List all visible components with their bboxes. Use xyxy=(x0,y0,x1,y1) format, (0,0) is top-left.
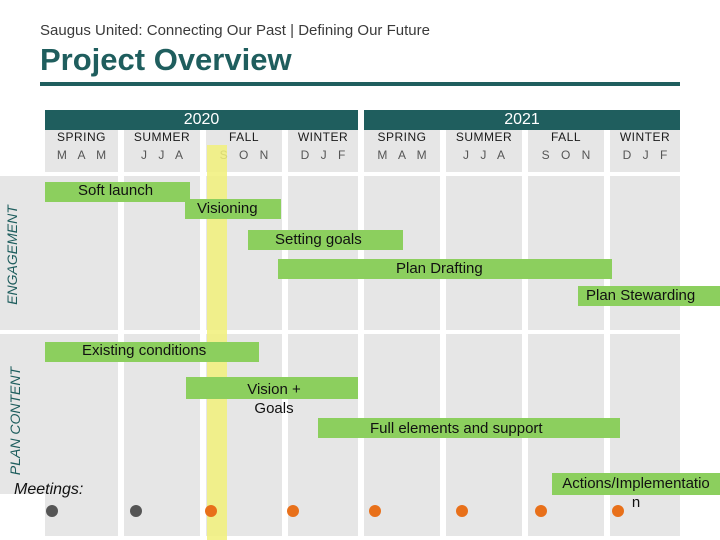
meeting-dot-upcoming xyxy=(612,505,624,517)
engagement-row-band xyxy=(0,176,45,330)
column-band xyxy=(610,112,680,536)
task-bar-plan-stewarding xyxy=(578,286,720,306)
row-divider xyxy=(0,172,720,176)
column-band xyxy=(288,112,358,536)
meetings-label: Meetings: xyxy=(14,481,84,498)
task-label-actions: Actions/Implementation xyxy=(562,475,710,511)
task-bar-existing-conditions xyxy=(45,342,259,362)
page-title: Project Overview xyxy=(40,42,292,77)
month-labels: S O N xyxy=(219,148,269,162)
season-label: SUMMER xyxy=(133,130,191,144)
month-labels: J J A xyxy=(140,148,183,162)
meeting-dot-upcoming xyxy=(535,505,547,517)
task-bar-setting-goals xyxy=(248,230,403,250)
task-bar-soft-launch xyxy=(45,182,190,202)
month-labels: D J F xyxy=(300,148,346,162)
month-labels: J J A xyxy=(462,148,505,162)
task-label-existing-conditions: Existing conditions xyxy=(82,342,207,359)
season-label: SPRING xyxy=(377,130,427,144)
task-label-plan-drafting: Plan Drafting xyxy=(396,260,483,277)
task-bar-visioning xyxy=(185,199,281,219)
row-label-engagement: ENGAGEMENT xyxy=(4,205,20,305)
meeting-dot-upcoming xyxy=(456,505,468,517)
task-bar-actions xyxy=(552,473,720,495)
row-label-plan-content: PLAN CONTENT xyxy=(7,366,23,476)
task-bar-vision-goals xyxy=(186,377,358,399)
task-label-vision-goals: Vision + Goals xyxy=(247,381,301,417)
subtitle: Saugus United: Connecting Our Past | Def… xyxy=(40,22,430,39)
task-label-plan-stewarding: Plan Stewarding xyxy=(586,287,696,304)
month-labels: S O N xyxy=(541,148,591,162)
month-labels: D J F xyxy=(622,148,668,162)
column-band xyxy=(446,112,522,536)
season-label: SPRING xyxy=(56,130,106,144)
task-label-setting-goals: Setting goals xyxy=(275,231,362,248)
season-label: SUMMER xyxy=(455,130,513,144)
task-bar-plan-drafting xyxy=(278,259,612,279)
meeting-dot-upcoming xyxy=(369,505,381,517)
meeting-dot-upcoming xyxy=(287,505,299,517)
task-bar-full-elements xyxy=(318,418,620,438)
column-band xyxy=(364,112,440,536)
season-label: FALL xyxy=(228,130,260,144)
task-label-soft-launch: Soft launch xyxy=(78,182,154,199)
year-2021: 2021 xyxy=(364,110,680,130)
meeting-dot-past xyxy=(46,505,58,517)
month-labels: M A M xyxy=(56,148,107,162)
month-labels: M A M xyxy=(377,148,427,162)
task-label-visioning: Visioning xyxy=(197,200,258,217)
year-2020: 2020 xyxy=(45,110,358,130)
meeting-dot-past xyxy=(130,505,142,517)
season-label: FALL xyxy=(550,130,582,144)
plan-content-row-band xyxy=(0,334,45,494)
title-divider xyxy=(40,82,680,86)
season-label: WINTER xyxy=(619,130,671,144)
meeting-dot-upcoming xyxy=(205,505,217,517)
column-band xyxy=(528,112,604,536)
row-divider xyxy=(0,330,720,334)
season-label: WINTER xyxy=(297,130,349,144)
task-label-full-elements: Full elements and support xyxy=(370,420,543,437)
